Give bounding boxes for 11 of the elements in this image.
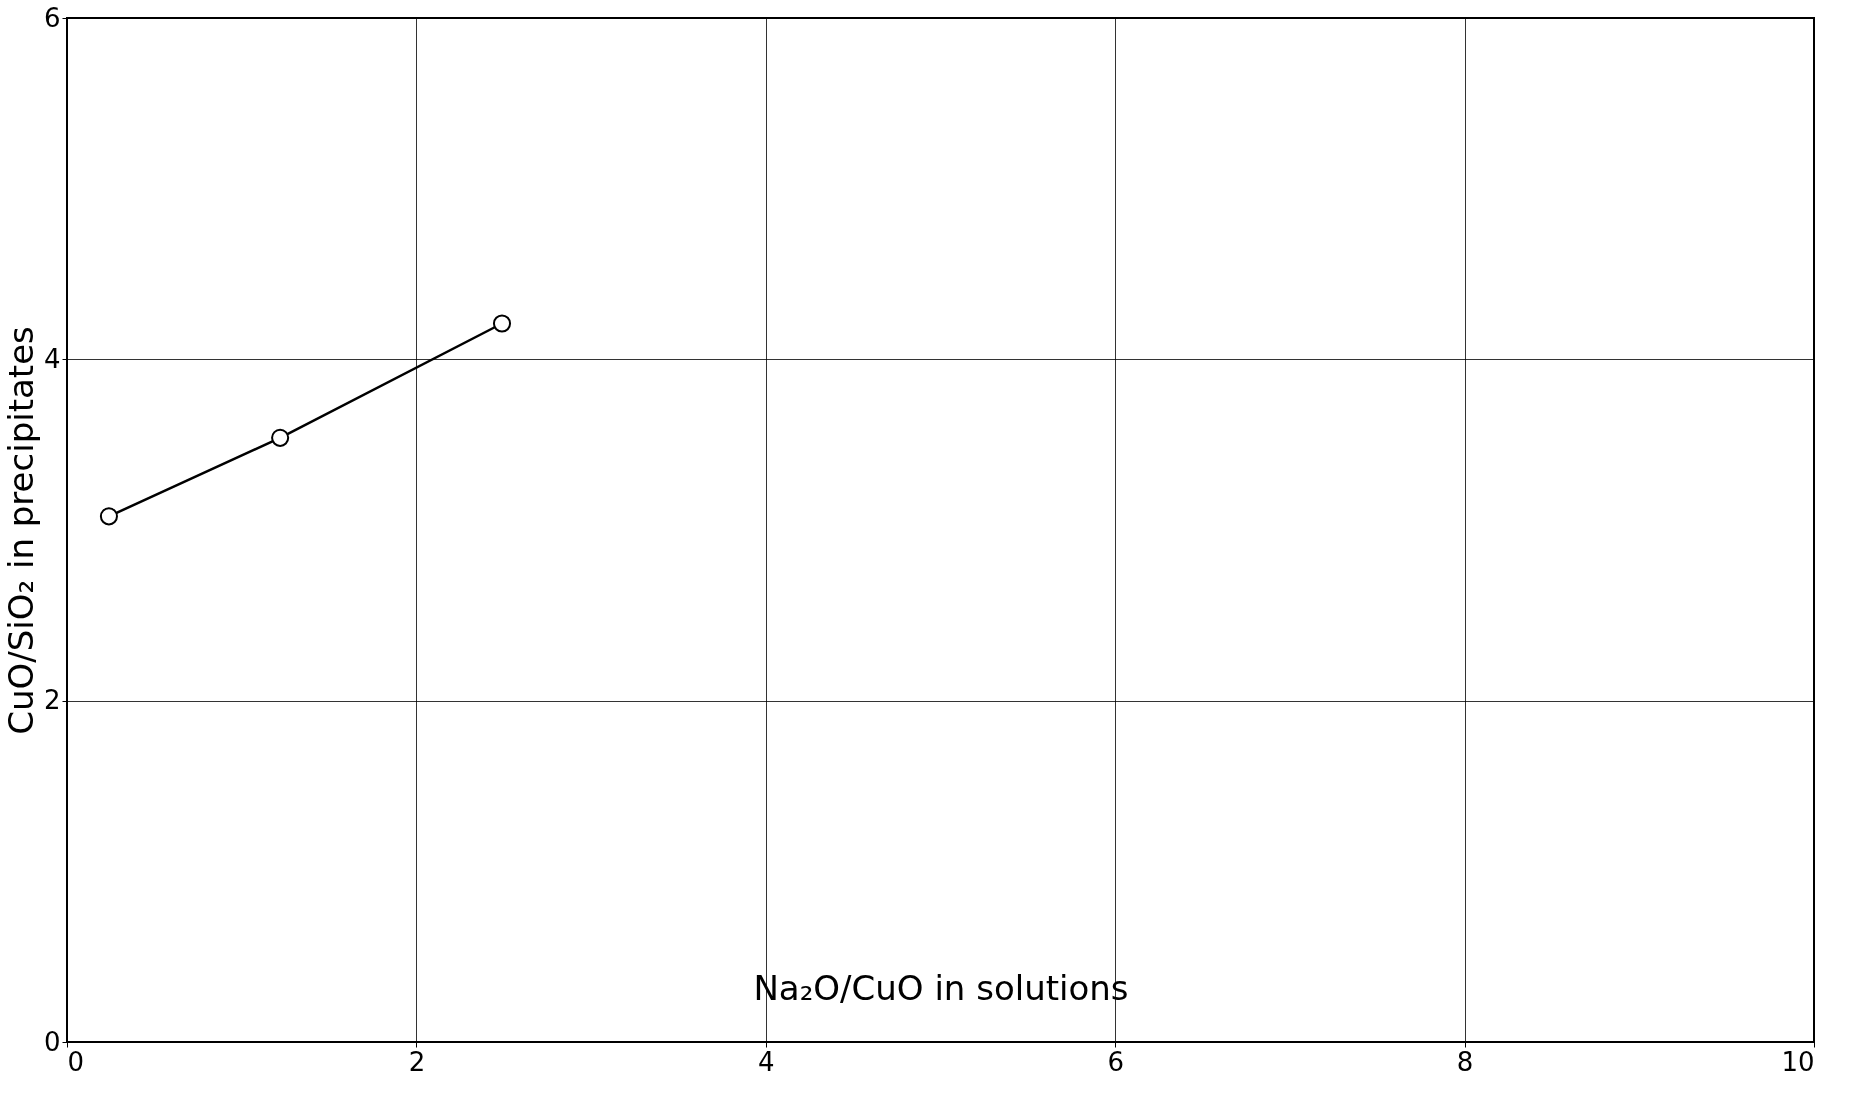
y-tick-label: 6 — [43, 2, 61, 33]
x-tick-label: 8 — [1456, 1046, 1474, 1077]
y-tick-label: 2 — [43, 685, 61, 716]
x-tick-label: 2 — [408, 1046, 426, 1077]
y-axis-title: CuO/SiO₂ in precipitates — [0, 326, 41, 735]
x-tick-label: 4 — [758, 1046, 775, 1077]
x-tick-label: 0 — [67, 1046, 85, 1077]
x-tick-label: 6 — [1107, 1046, 1124, 1077]
y-tick-label: 0 — [43, 1026, 61, 1057]
x-tick-label: 10 — [1781, 1046, 1815, 1077]
y-tick-label: 4 — [43, 343, 61, 374]
